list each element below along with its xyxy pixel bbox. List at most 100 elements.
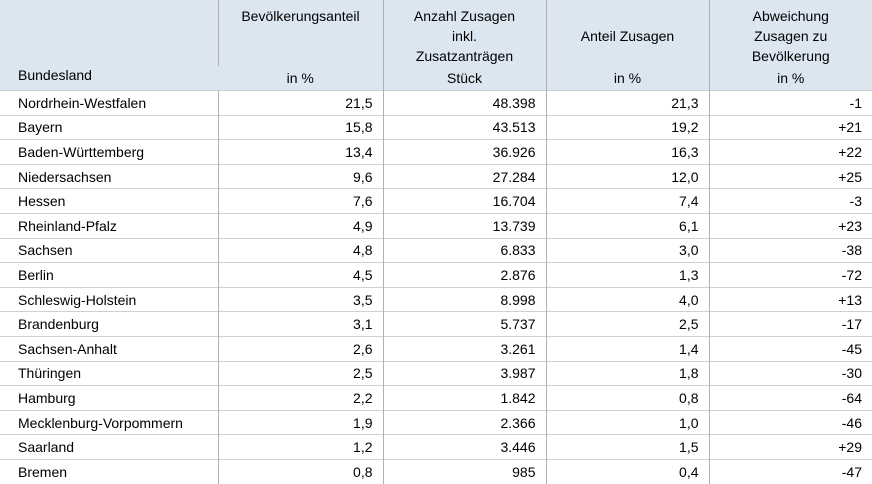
state-name: Sachsen-Anhalt [0, 335, 218, 362]
column-title: Abweichung Zusagen zu Bevölkerung [708, 0, 872, 66]
column-unit: Stück [382, 66, 546, 91]
state-name: Baden-Württemberg [0, 139, 218, 165]
cell-value: 12,0 [545, 163, 709, 189]
cell-value: 5.737 [382, 311, 546, 337]
cell-value: 3.261 [382, 335, 546, 362]
state-name: Saarland [0, 434, 218, 460]
cell-value: 16,3 [545, 139, 709, 165]
cell-value: 36.926 [382, 139, 546, 165]
cell-value: 9,6 [217, 163, 383, 189]
table-row: Bremen 0,8 985 0,4 -47 [0, 458, 872, 484]
cell-value: 1,3 [545, 262, 709, 288]
cell-value: 1.842 [382, 385, 546, 411]
cell-value: 4,8 [217, 237, 383, 263]
cell-value: 6.833 [382, 237, 546, 263]
cell-value: 3,0 [545, 237, 709, 263]
cell-value: 21,3 [545, 90, 709, 116]
cell-value: 1,4 [545, 335, 709, 362]
table-row: Sachsen-Anhalt 2,6 3.261 1,4 -45 [0, 335, 872, 362]
cell-value: -1 [708, 90, 872, 116]
cell-value: 3,5 [217, 286, 383, 312]
state-name: Nordrhein-Westfalen [0, 90, 218, 116]
cell-value: 6,1 [545, 212, 709, 239]
table-row: Schleswig-Holstein 3,5 8.998 4,0 +13 [0, 286, 872, 312]
column-unit: in % [708, 66, 872, 91]
state-name: Hessen [0, 188, 218, 214]
cell-value: 0,8 [217, 458, 383, 484]
state-name: Brandenburg [0, 311, 218, 337]
cell-value: 0,8 [545, 385, 709, 411]
cell-value: 1,0 [545, 409, 709, 435]
state-name: Sachsen [0, 237, 218, 263]
column-title: Bundesland [0, 0, 218, 91]
table-row: Rheinland-Pfalz 4,9 13.739 6,1 +23 [0, 212, 872, 239]
cell-value: 7,6 [217, 188, 383, 214]
table-header: Bundesland Bevölkerungsanteil Anzahl Zus… [0, 0, 872, 91]
cell-value: 3.446 [382, 434, 546, 460]
cell-value: -17 [708, 311, 872, 337]
cell-value: +22 [708, 139, 872, 165]
cell-value: +25 [708, 163, 872, 189]
state-name: Mecklenburg-Vorpommern [0, 409, 218, 435]
cell-value: 3.987 [382, 360, 546, 386]
cell-value: 15,8 [217, 114, 383, 140]
cell-value: 13.739 [382, 212, 546, 239]
cell-value: 1,5 [545, 434, 709, 460]
cell-value: +29 [708, 434, 872, 460]
state-name: Hamburg [0, 385, 218, 411]
cell-value: -47 [708, 458, 872, 484]
column-title: Bevölkerungsanteil [217, 0, 383, 66]
table-row: Mecklenburg-Vorpommern 1,9 2.366 1,0 -46 [0, 409, 872, 435]
state-name: Thüringen [0, 360, 218, 386]
cell-value: 1,9 [217, 409, 383, 435]
state-name: Bremen [0, 458, 218, 484]
cell-value: 2.366 [382, 409, 546, 435]
cell-value: 1,8 [545, 360, 709, 386]
cell-value: -72 [708, 262, 872, 288]
cell-value: 27.284 [382, 163, 546, 189]
table-row: Hamburg 2,2 1.842 0,8 -64 [0, 385, 872, 411]
cell-value: 985 [382, 458, 546, 484]
cell-value: 3,1 [217, 311, 383, 337]
cell-value: 4,9 [217, 212, 383, 239]
table-row: Saarland 1,2 3.446 1,5 +29 [0, 434, 872, 460]
column-unit: in % [545, 66, 709, 91]
header-row: Bundesland Bevölkerungsanteil Anzahl Zus… [0, 0, 872, 91]
cell-value: 13,4 [217, 139, 383, 165]
cell-value: 21,5 [217, 90, 383, 116]
state-name: Bayern [0, 114, 218, 140]
cell-value: 2,5 [217, 360, 383, 386]
table-row: Nordrhein-Westfalen 21,5 48.398 21,3 -1 [0, 90, 872, 116]
state-name: Niedersachsen [0, 163, 218, 189]
cell-value: 48.398 [382, 90, 546, 116]
cell-value: 19,2 [545, 114, 709, 140]
cell-value: +21 [708, 114, 872, 140]
cell-value: 16.704 [382, 188, 546, 214]
table-row: Bayern 15,8 43.513 19,2 +21 [0, 114, 872, 140]
cell-value: 2,2 [217, 385, 383, 411]
cell-value: 8.998 [382, 286, 546, 312]
table-row: Brandenburg 3,1 5.737 2,5 -17 [0, 311, 872, 337]
cell-value: -38 [708, 237, 872, 263]
table-row: Niedersachsen 9,6 27.284 12,0 +25 [0, 163, 872, 189]
cell-value: 2,5 [545, 311, 709, 337]
column-title: Anzahl Zusagen inkl. Zusatzanträgen [382, 0, 546, 66]
table-row: Hessen 7,6 16.704 7,4 -3 [0, 188, 872, 214]
cell-value: +23 [708, 212, 872, 239]
cell-value: -46 [708, 409, 872, 435]
cell-value: -64 [708, 385, 872, 411]
table-body: Nordrhein-Westfalen 21,5 48.398 21,3 -1 Bayer… [0, 90, 872, 484]
table-row: Baden-Württemberg 13,4 36.926 16,3 +22 [0, 139, 872, 165]
cell-value: -3 [708, 188, 872, 214]
cell-value: +13 [708, 286, 872, 312]
cell-value: -45 [708, 335, 872, 362]
table-row: Sachsen 4,8 6.833 3,0 -38 [0, 237, 872, 263]
state-name: Schleswig-Holstein [0, 286, 218, 312]
state-name: Rheinland-Pfalz [0, 212, 218, 239]
cell-value: 2,6 [217, 335, 383, 362]
cell-value: 0,4 [545, 458, 709, 484]
table-row: Berlin 4,5 2.876 1,3 -72 [0, 262, 872, 288]
cell-value: 1,2 [217, 434, 383, 460]
